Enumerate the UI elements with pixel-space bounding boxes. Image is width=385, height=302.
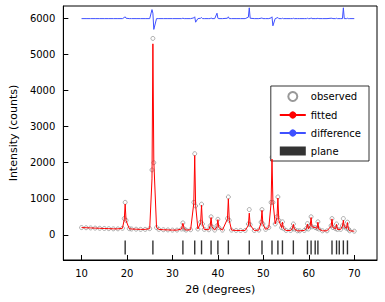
svg-text:4000: 4000 <box>30 85 55 96</box>
svg-text:1000: 1000 <box>30 193 55 204</box>
svg-text:fitted: fitted <box>311 110 338 121</box>
svg-text:2000: 2000 <box>30 157 55 168</box>
svg-text:10: 10 <box>75 268 88 279</box>
svg-text:30: 30 <box>166 268 179 279</box>
svg-text:50: 50 <box>257 268 270 279</box>
svg-text:5000: 5000 <box>30 49 55 60</box>
svg-text:20: 20 <box>121 268 134 279</box>
svg-text:plane: plane <box>311 146 339 157</box>
svg-text:70: 70 <box>348 268 361 279</box>
svg-text:6000: 6000 <box>30 13 55 24</box>
svg-text:3000: 3000 <box>30 121 55 132</box>
svg-text:2θ (degrees): 2θ (degrees) <box>185 283 255 296</box>
svg-text:Intensity (counts): Intensity (counts) <box>7 85 20 182</box>
svg-text:0: 0 <box>49 229 55 240</box>
svg-text:60: 60 <box>302 268 315 279</box>
svg-text:difference: difference <box>311 128 361 139</box>
svg-text:40: 40 <box>212 268 225 279</box>
svg-text:observed: observed <box>311 91 357 102</box>
